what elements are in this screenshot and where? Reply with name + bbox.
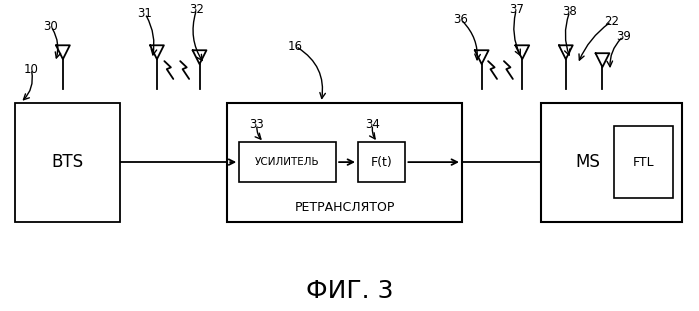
Text: BTS: BTS [52,153,84,171]
Text: 32: 32 [189,3,204,16]
Text: 34: 34 [366,118,380,131]
Text: УСИЛИТЕЛЬ: УСИЛИТЕЛЬ [255,157,320,167]
Bar [239,142,336,182]
Text: ФИГ. 3: ФИГ. 3 [305,279,394,303]
Text: 36: 36 [454,13,468,26]
Text: 30: 30 [43,20,59,33]
Text: 22: 22 [604,15,619,28]
Bar [358,142,405,182]
Text: 31: 31 [138,7,152,20]
Bar [541,103,682,221]
Text: 37: 37 [509,3,524,16]
Text: 39: 39 [616,30,630,43]
Text: MS: MS [575,153,600,171]
Text: 38: 38 [563,5,577,18]
Text: РЕТРАНСЛЯТОР: РЕТРАНСЛЯТОР [294,201,395,214]
Text: FTL: FTL [633,156,654,169]
Bar [227,103,462,221]
Bar [15,103,120,221]
Text: 16: 16 [288,40,303,53]
Text: F(t): F(t) [370,156,393,169]
Text: 33: 33 [250,118,264,131]
Bar [614,127,673,198]
Text: 10: 10 [24,63,38,76]
